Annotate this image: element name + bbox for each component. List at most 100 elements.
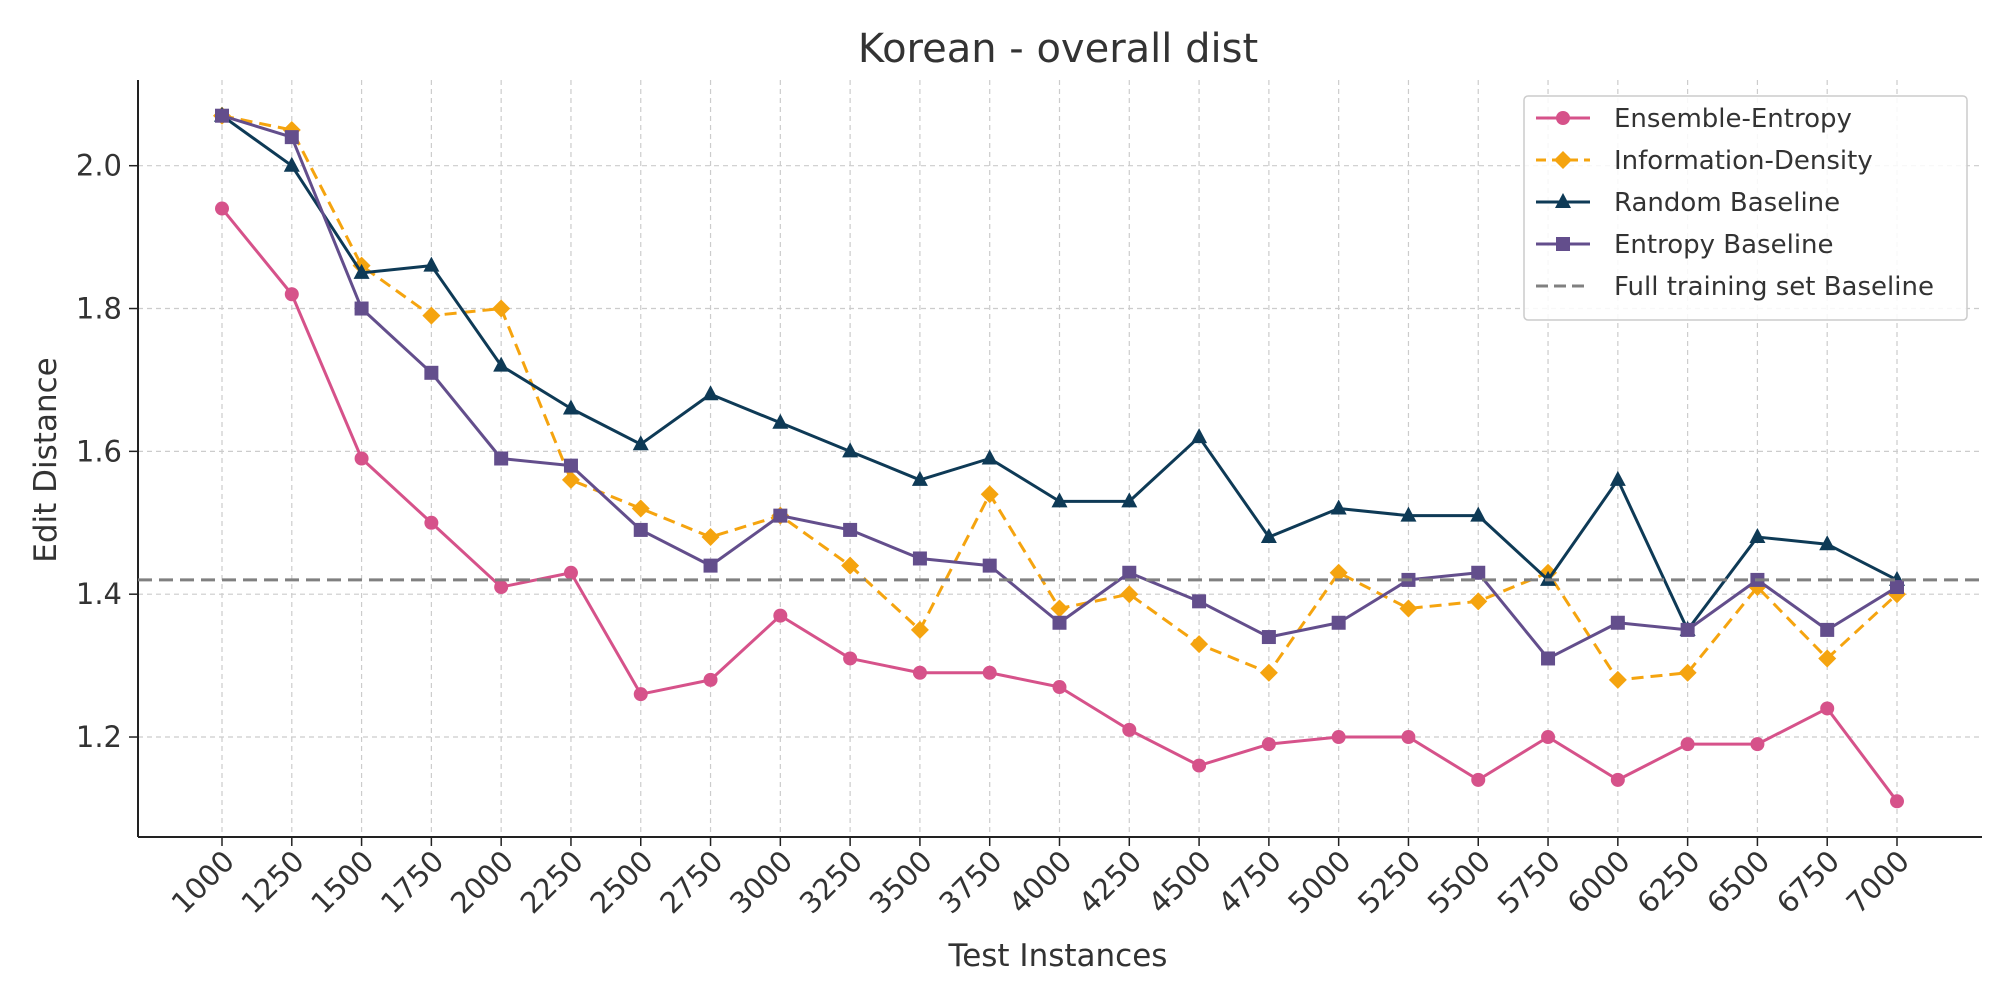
data-point xyxy=(424,365,439,380)
data-point xyxy=(1329,563,1348,582)
data-point xyxy=(563,565,578,580)
data-point xyxy=(1610,772,1625,787)
data-point xyxy=(1680,737,1695,752)
y-tick-label: 1.4 xyxy=(76,577,122,611)
x-tick-label: 6000 xyxy=(1561,844,1637,920)
legend-label: Entropy Baseline xyxy=(1614,230,1834,260)
x-tick-label: 2500 xyxy=(583,844,659,920)
data-point xyxy=(1261,737,1276,752)
data-point xyxy=(563,458,578,473)
x-tick-label: 3000 xyxy=(723,844,799,920)
legend-marker xyxy=(1555,193,1571,208)
data-point xyxy=(215,201,229,216)
data-point xyxy=(1890,580,1904,595)
data-point xyxy=(773,508,788,523)
data-point xyxy=(633,522,648,537)
data-point xyxy=(215,108,229,123)
series-entropy-baseline xyxy=(215,108,1904,666)
data-point xyxy=(284,130,299,145)
x-tick-label: 4000 xyxy=(1002,844,1078,920)
data-point xyxy=(1469,592,1488,611)
data-point xyxy=(1680,622,1695,637)
x-tick-label: 4750 xyxy=(1212,844,1288,920)
data-point xyxy=(1678,663,1697,682)
data-point xyxy=(1331,615,1346,630)
data-point xyxy=(1609,470,1626,486)
data-point xyxy=(982,665,997,680)
data-point xyxy=(910,620,929,639)
data-point xyxy=(773,608,788,623)
data-point xyxy=(1331,730,1346,745)
data-point xyxy=(561,470,580,489)
data-point xyxy=(1541,730,1556,745)
legend-marker xyxy=(1556,111,1570,125)
data-point xyxy=(772,413,789,429)
data-point xyxy=(981,449,998,465)
data-point xyxy=(912,551,927,566)
data-point xyxy=(1260,528,1277,544)
data-point xyxy=(1471,772,1486,787)
data-point xyxy=(284,287,299,302)
data-point xyxy=(1192,758,1207,773)
data-point xyxy=(494,580,509,595)
series-information-density xyxy=(213,106,1906,689)
data-point xyxy=(980,485,999,504)
series-layer xyxy=(138,106,1982,809)
data-point xyxy=(354,451,369,466)
data-point xyxy=(1330,499,1347,515)
data-point xyxy=(631,499,650,518)
x-tick-label: 1750 xyxy=(374,844,450,920)
legend-label: Full training set Baseline xyxy=(1614,272,1934,302)
legend: Ensemble-Entropy Information-Density Rando… xyxy=(1523,95,1968,321)
x-tick-label: 5250 xyxy=(1351,844,1427,920)
x-tick-label: 3250 xyxy=(793,844,869,920)
data-point xyxy=(841,556,860,575)
data-point xyxy=(1750,737,1765,752)
x-tick-label: 2250 xyxy=(514,844,590,920)
data-point xyxy=(843,522,858,537)
data-point xyxy=(703,558,718,573)
x-tick-label: 6500 xyxy=(1700,844,1776,920)
chart-title: Korean - overall dist xyxy=(858,26,1258,72)
data-point xyxy=(633,687,648,702)
data-point xyxy=(1749,528,1766,544)
x-tick-label: 4500 xyxy=(1142,844,1218,920)
data-point xyxy=(1400,506,1417,522)
data-point xyxy=(1399,599,1418,618)
x-tick-label: 2000 xyxy=(444,844,520,920)
data-point xyxy=(1192,594,1207,609)
series-ensemble-entropy xyxy=(215,201,1904,809)
data-point xyxy=(1261,630,1276,645)
data-point xyxy=(1190,635,1209,654)
legend-label: Random Baseline xyxy=(1614,188,1840,218)
data-point xyxy=(1259,663,1278,682)
data-point xyxy=(492,299,511,318)
data-point xyxy=(1122,722,1137,737)
data-point xyxy=(701,528,720,547)
data-point xyxy=(1052,680,1067,695)
y-axis-label: Edit Distance xyxy=(28,357,64,562)
data-point xyxy=(1820,701,1835,716)
y-tick-label: 1.8 xyxy=(76,292,122,326)
data-point xyxy=(1818,649,1837,668)
data-point xyxy=(912,665,927,680)
data-point xyxy=(1401,730,1416,745)
data-point xyxy=(1052,615,1067,630)
x-tick-label: 1000 xyxy=(165,844,241,920)
data-point xyxy=(982,558,997,573)
data-point xyxy=(1120,585,1139,604)
x-tick-label: 7000 xyxy=(1840,844,1916,920)
x-tick-label: 3500 xyxy=(863,844,939,920)
data-point xyxy=(423,256,440,272)
data-point xyxy=(842,442,859,458)
x-tick-label: 2750 xyxy=(653,844,729,920)
series-random-baseline xyxy=(214,106,1905,636)
data-point xyxy=(1610,615,1625,630)
data-point xyxy=(1121,492,1138,508)
y-tick-label: 1.6 xyxy=(76,434,122,468)
data-point xyxy=(562,399,579,415)
data-point xyxy=(1051,492,1068,508)
data-point xyxy=(1050,599,1069,618)
